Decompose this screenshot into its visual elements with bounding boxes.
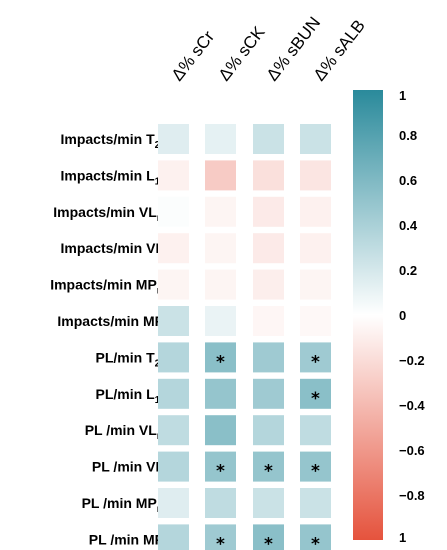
heatmap-cell [300,342,331,373]
heatmap-cell [158,378,189,409]
row-label: PL /min VLright [85,422,180,442]
heatmap-cell [253,233,284,264]
heatmap-cell [158,451,189,482]
significance-markers: * * * * * * * * * [216,352,320,550]
heatmap-cell [205,451,236,482]
colorbar-tick-label: −0.8 [399,488,425,503]
heatmap-cell [300,488,331,518]
column-label: Δ% sCr [168,27,219,84]
heatmap-cell [253,415,284,446]
heatmap-cell [205,306,236,336]
colorbar-tick-label: −0.4 [399,398,425,413]
significance-star: * [311,462,320,482]
heatmap-cell [300,160,331,191]
heatmap-cell [205,160,236,191]
colorbar-tick-label: 0.2 [399,263,417,278]
significance-star: * [264,534,273,550]
heatmap-cell [253,196,284,227]
heatmap-cell [158,196,189,227]
heatmap-cell [300,233,331,264]
heatmap-cell [253,306,284,336]
colorbar-ticks: 1 0.8 0.6 0.4 0.2 0 −0.2 −0.4 −0.6 −0.8 1 [399,88,425,545]
heatmap-cell [205,124,236,154]
significance-star: * [216,462,225,482]
heatmap-cell [158,233,189,264]
heatmap-cell [253,342,284,373]
heatmap-cell [253,488,284,518]
heatmap-cell [158,160,189,191]
heatmap-cell [253,524,284,550]
heatmap-cell [158,269,189,300]
significance-star: * [216,352,225,372]
heatmap-cell [205,269,236,300]
heatmap-cell [205,233,236,264]
row-labels: Impacts/min T2-T4Impacts/min L1-L3Impact… [50,131,179,550]
colorbar-tick-label: −0.6 [399,443,425,458]
heatmap-cell [300,451,331,482]
heatmap-cell [300,269,331,300]
colorbar-tick-label: 0.4 [399,218,418,233]
heatmap-cell [300,124,331,154]
heatmap-cell [300,378,331,409]
significance-star: * [311,534,320,550]
heatmap-cell [205,488,236,518]
colorbar-tick-label: 1 [399,530,406,545]
heatmap-cell [300,306,331,336]
colorbar-tick-label: −0.2 [399,353,425,368]
heatmap-cell [158,524,189,550]
heatmap-cell [205,196,236,227]
colorbar-tick-label: 1 [399,88,406,103]
colorbar [353,90,383,540]
significance-star: * [311,352,320,372]
heatmap-cell [253,451,284,482]
heatmap-cell [300,415,331,446]
heatmap-cell [158,306,189,336]
column-label: Δ% sCK [215,22,269,84]
significance-star: * [311,389,320,409]
heatmap-cell [158,415,189,446]
significance-star: * [264,462,273,482]
heatmap-cells [158,124,331,550]
heatmap-cell [205,342,236,373]
colorbar-tick-label: 0.8 [399,128,417,143]
heatmap-cell [158,342,189,373]
heatmap-cell [300,524,331,550]
heatmap-cell [253,160,284,191]
heatmap-cell [205,524,236,550]
heatmap-cell [205,415,236,446]
heatmap-cell [253,378,284,409]
heatmap-cell [253,124,284,154]
colorbar-tick-label: 0 [399,308,406,323]
significance-star: * [216,534,225,550]
colorbar-tick-label: 0.6 [399,173,417,188]
heatmap-cell [253,269,284,300]
heatmap-cell [300,196,331,227]
heatmap-cell [158,488,189,518]
heatmap-cell [158,124,189,154]
heatmap-cell [205,378,236,409]
